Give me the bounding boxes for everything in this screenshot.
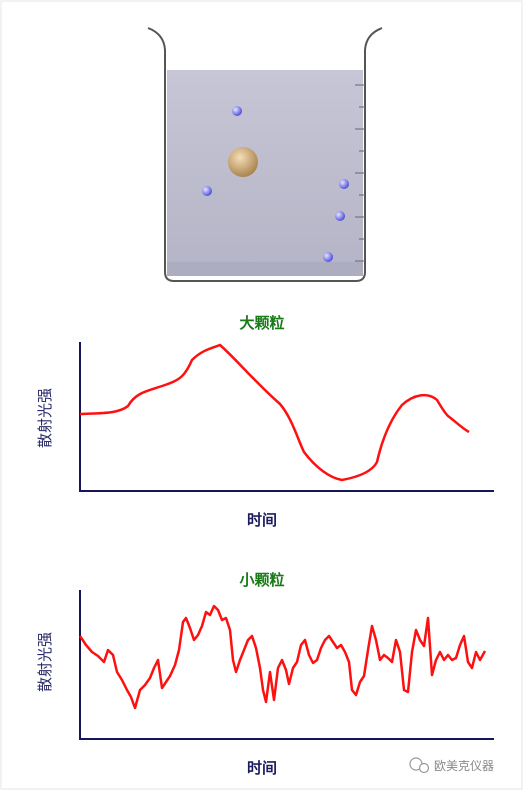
- watermark-icon: [418, 762, 430, 774]
- large-particle: [228, 147, 258, 177]
- small-particle: [335, 211, 345, 221]
- signal-curve: [79, 343, 470, 482]
- liquid: [167, 70, 363, 276]
- watermark-text: 欧美克仪器: [434, 759, 494, 773]
- chart-title: 小颗粒: [239, 571, 284, 589]
- small-particle: [232, 106, 242, 116]
- chart-title: 大颗粒: [239, 314, 284, 332]
- axes: [79, 590, 494, 740]
- large-particle-chart: 大颗粒 散射光强 时间: [36, 314, 494, 529]
- signal-curve: [78, 604, 487, 710]
- watermark: 欧美克仪器: [409, 757, 494, 774]
- axes: [79, 342, 494, 492]
- small-particle: [339, 179, 349, 189]
- liquid-bottom: [167, 262, 363, 276]
- graduations: [355, 84, 365, 262]
- x-axis-label: 时间: [247, 759, 277, 777]
- x-axis-label: 时间: [247, 511, 277, 529]
- beaker: [147, 27, 383, 282]
- y-axis-label: 散射光强: [36, 388, 54, 448]
- small-particle-chart: 小颗粒 散射光强 时间: [36, 571, 494, 777]
- small-particle: [323, 252, 333, 262]
- small-particle: [202, 186, 212, 196]
- y-axis-label: 散射光强: [36, 632, 54, 692]
- beaker-outline: [147, 27, 383, 282]
